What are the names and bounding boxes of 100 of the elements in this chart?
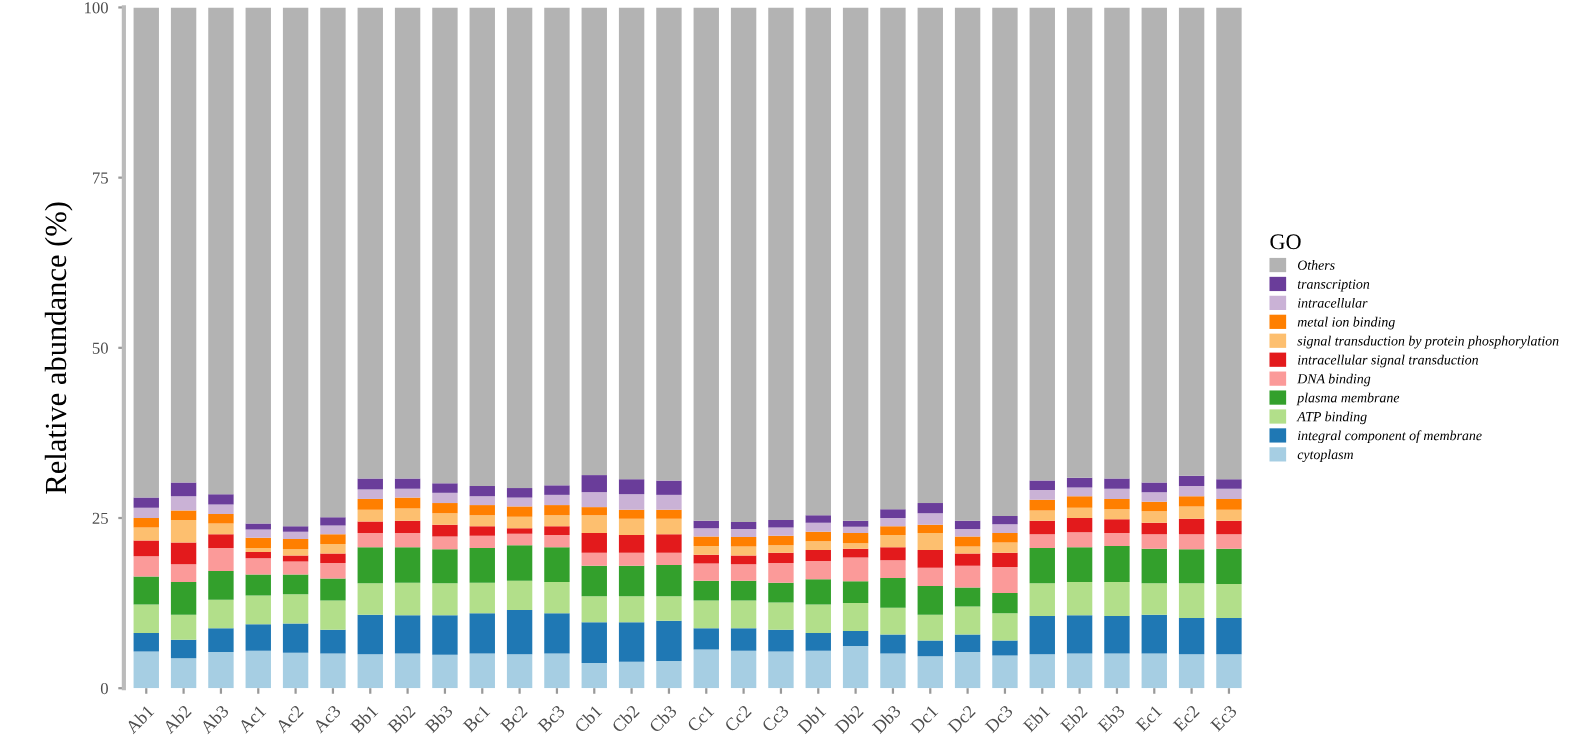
- bar: [357, 489, 383, 499]
- bar: [618, 518, 645, 536]
- bar: [320, 534, 346, 544]
- bar: [730, 628, 757, 651]
- bar: [208, 599, 234, 629]
- bar: [842, 645, 869, 689]
- bar: [245, 558, 271, 575]
- bar: [1141, 522, 1167, 535]
- bar: [133, 540, 159, 557]
- bar: [581, 492, 607, 508]
- bar: [432, 483, 458, 493]
- bar: [1029, 480, 1055, 491]
- bar: [469, 582, 495, 614]
- bar: [880, 560, 906, 578]
- bar: [656, 660, 682, 689]
- bar: [768, 527, 794, 536]
- bar: [1104, 478, 1130, 489]
- bar: [656, 534, 682, 553]
- bar: [282, 555, 309, 562]
- x-tick-label: Ac2: [274, 704, 304, 734]
- bar: [544, 582, 570, 614]
- bar: [357, 532, 383, 548]
- bar: [432, 536, 458, 550]
- bar: [1178, 486, 1205, 497]
- bar: [320, 525, 346, 535]
- x-tick-label: Ab1: [124, 704, 155, 735]
- bar: [1029, 520, 1055, 535]
- bar: [768, 535, 794, 546]
- bar: [618, 509, 645, 519]
- bar: [1141, 653, 1167, 689]
- bar: [954, 520, 981, 529]
- bar: [544, 535, 570, 548]
- bar: [432, 492, 458, 504]
- bar: [133, 507, 159, 519]
- bar: [1216, 498, 1242, 510]
- bar: [693, 520, 719, 529]
- bar: [506, 528, 533, 534]
- bar: [730, 7, 757, 523]
- y-tick-label: 0: [100, 682, 108, 695]
- bar: [880, 577, 906, 608]
- bar: [208, 523, 234, 535]
- bar: [170, 582, 197, 615]
- x-tick-label: Ec1: [1135, 704, 1163, 732]
- bar: [282, 561, 309, 575]
- legend-title: GO: [1270, 234, 1301, 250]
- bar: [1178, 654, 1205, 689]
- bar: [1178, 496, 1205, 507]
- bar: [693, 536, 719, 546]
- bar: [917, 567, 943, 587]
- bar: [581, 663, 607, 689]
- bar: [917, 640, 943, 657]
- bar: [1178, 475, 1205, 487]
- x-tick-label: Eb2: [1059, 704, 1088, 733]
- bar: [208, 513, 234, 524]
- bar: [656, 518, 682, 535]
- bar: [618, 596, 645, 623]
- bar: [245, 624, 271, 651]
- bar: [1066, 547, 1093, 582]
- bar: [357, 509, 383, 522]
- bar: [469, 535, 495, 548]
- bar: [245, 537, 271, 548]
- bar: [469, 613, 495, 654]
- bar: [768, 629, 794, 652]
- x-tick-label: Dc3: [984, 704, 1014, 734]
- bar: [1066, 477, 1093, 488]
- bar: [656, 509, 682, 519]
- bar: [730, 528, 757, 538]
- bar: [469, 505, 495, 516]
- bar: [618, 552, 645, 566]
- bar: [208, 534, 234, 548]
- bar: [170, 7, 197, 483]
- bar: [954, 553, 981, 566]
- bar: [917, 614, 943, 641]
- x-tick-label: Ab2: [161, 704, 192, 735]
- bar: [432, 549, 458, 584]
- bar: [992, 613, 1018, 641]
- bar: [805, 579, 831, 605]
- bar: [469, 526, 495, 536]
- bar: [992, 655, 1018, 689]
- bar: [581, 7, 607, 476]
- bar: [730, 600, 757, 629]
- x-tick-label: Db1: [796, 704, 827, 735]
- bar: [170, 482, 197, 497]
- bar: [1178, 549, 1205, 584]
- bar: [880, 634, 906, 654]
- bar: [506, 506, 533, 517]
- bar: [992, 7, 1018, 516]
- bar: [581, 552, 607, 566]
- bar: [394, 508, 421, 521]
- bar: [208, 628, 234, 653]
- bar: [730, 555, 757, 565]
- bar: [1141, 548, 1167, 584]
- bar: [357, 583, 383, 615]
- bar: [842, 520, 869, 527]
- bar: [282, 549, 309, 556]
- bar: [1216, 509, 1242, 521]
- bar: [544, 505, 570, 516]
- bar: [133, 633, 159, 652]
- bar: [880, 509, 906, 519]
- bar: [544, 494, 570, 506]
